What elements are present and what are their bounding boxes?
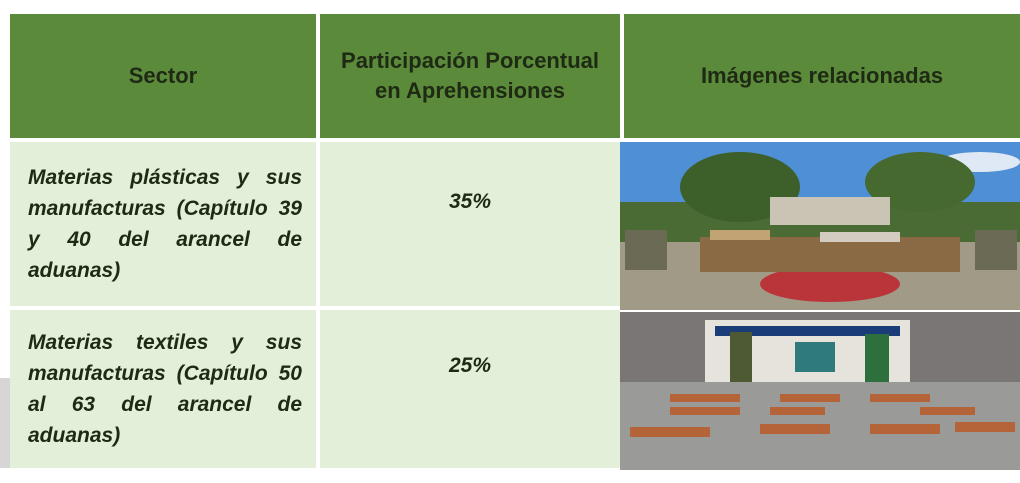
percent-text: 25% [449, 350, 491, 381]
photo-plastics [620, 142, 1020, 310]
left-strip [0, 378, 10, 468]
header-cell: Participación Porcentual en Aprehensione… [320, 14, 620, 138]
percent-text: 35% [449, 186, 491, 217]
sector-text: Materias textiles y sus manufacturas (Ca… [28, 327, 302, 451]
sector-text: Materias plásticas y sus manufacturas (C… [28, 162, 302, 286]
header-cell: Imágenes relacionadas [624, 14, 1020, 138]
percent-cell: 35% [320, 142, 620, 306]
photo-textiles [620, 312, 1020, 470]
page: Sector Participación Porcentual en Apreh… [0, 0, 1020, 483]
header-text: Sector [129, 61, 197, 91]
header-text: Imágenes relacionadas [701, 61, 943, 91]
sector-cell: Materias plásticas y sus manufacturas (C… [10, 142, 316, 306]
percent-cell: 25% [320, 310, 620, 468]
header-cell: Sector [10, 14, 316, 138]
header-text: Participación Porcentual en Aprehensione… [335, 46, 605, 106]
sector-cell: Materias textiles y sus manufacturas (Ca… [10, 310, 316, 468]
